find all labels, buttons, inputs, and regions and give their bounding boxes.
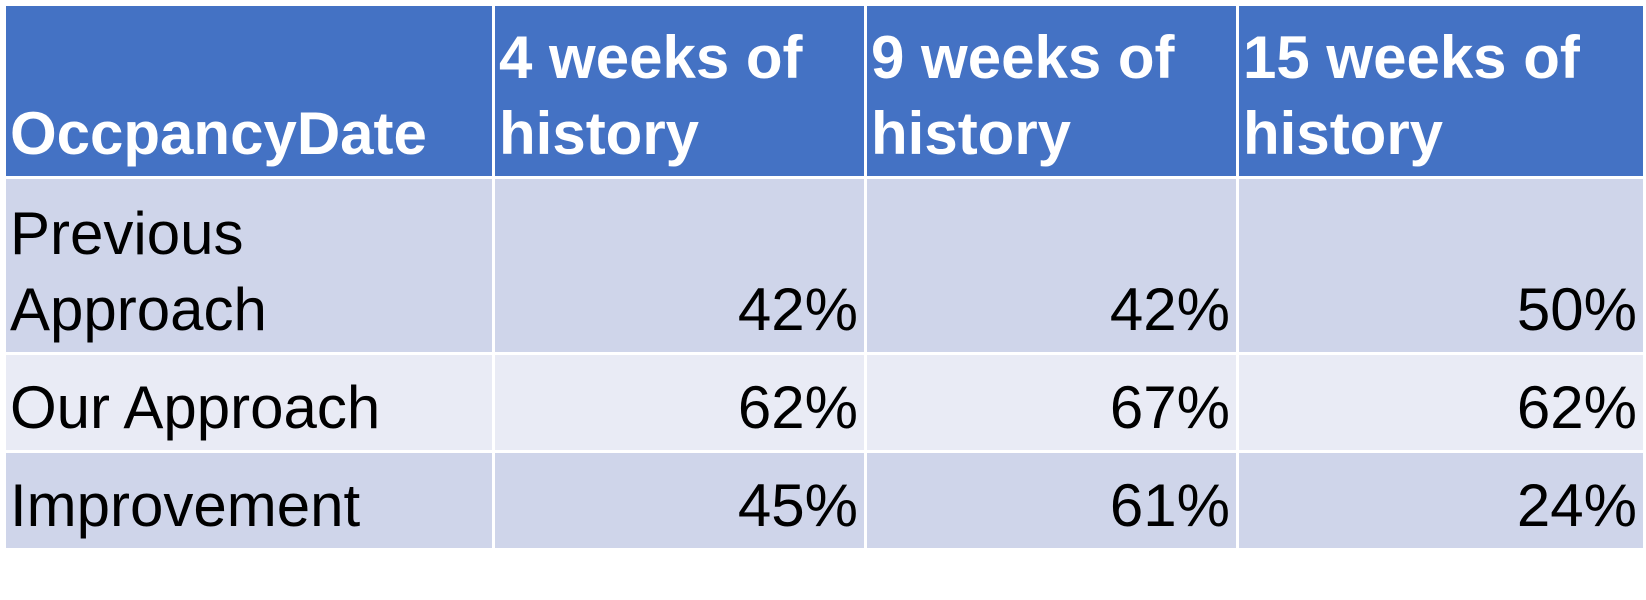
header-15-weeks: 15 weeks of history (1236, 3, 1646, 179)
header-4-weeks: 4 weeks of history (492, 3, 867, 179)
results-table: OccpancyDate 4 weeks of history 9 weeks … (3, 3, 1646, 551)
header-label: 4 weeks of history (499, 24, 803, 167)
table-cell: 42% (864, 176, 1239, 355)
table-row-improvement: Improvement 45% 61% 24% (3, 450, 1646, 551)
header-9-weeks: 9 weeks of history (864, 3, 1239, 179)
header-label: 15 weeks of history (1243, 24, 1580, 167)
table-row-previous-approach: Previous Approach 42% 42% 50% (3, 176, 1646, 355)
header-label: OccpancyDate (10, 100, 427, 167)
header-occupancy-date: OccpancyDate (3, 3, 495, 179)
row-label: Our Approach (3, 352, 495, 453)
table-cell: 62% (492, 352, 867, 453)
table-row-our-approach: Our Approach 62% 67% 62% (3, 352, 1646, 453)
table-cell: 50% (1236, 176, 1646, 355)
row-label: Previous Approach (3, 176, 495, 355)
table-cell: 42% (492, 176, 867, 355)
table-header-row: OccpancyDate 4 weeks of history 9 weeks … (3, 3, 1646, 179)
table-cell: 61% (864, 450, 1239, 551)
header-label: 9 weeks of history (871, 24, 1175, 167)
table-cell: 67% (864, 352, 1239, 453)
table-cell: 45% (492, 450, 867, 551)
results-table-container: OccpancyDate 4 weeks of history 9 weeks … (3, 3, 1646, 551)
row-label: Improvement (3, 450, 495, 551)
table-cell: 24% (1236, 450, 1646, 551)
table-cell: 62% (1236, 352, 1646, 453)
